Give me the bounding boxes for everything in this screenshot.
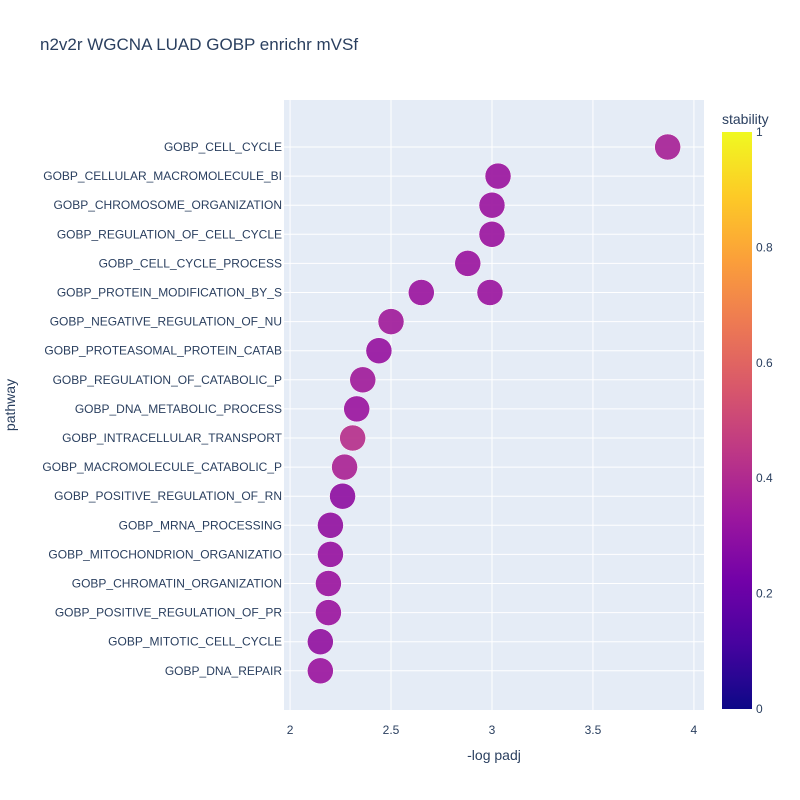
colorbar-tick-label: 0.2 [756,587,773,601]
y-axis-ticks: GOBP_CELL_CYCLE GOBP_CELLULAR_MACROMOLECU… [42,140,282,678]
y-tick-label: GOBP_CELL_CYCLE [164,140,282,154]
x-tick-label: 3 [489,723,496,737]
data-point [307,628,334,655]
colorbar-tick-label: 0.6 [756,356,773,370]
data-point [339,424,366,452]
x-axis-ticks: 2 2.5 3 3.5 4 [287,723,698,737]
y-tick-label: GOBP_CELL_CYCLE_PROCESS [99,256,282,270]
data-point [484,162,512,190]
y-tick-label: GOBP_CHROMATIN_ORGANIZATION [72,577,282,591]
data-point [317,512,344,539]
data-point [476,279,504,306]
y-tick-label: GOBP_DNA_REPAIR [165,664,282,678]
y-tick-label: GOBP_MACROMOLECULE_CATABOLIC_P [42,460,282,474]
data-point [478,191,506,219]
colorbar-tick-label: 1 [756,125,763,139]
data-point [315,570,342,597]
chart-title: n2v2r WGCNA LUAD GOBP enrichr mVSf [40,35,358,54]
y-tick-label: GOBP_POSITIVE_REGULATION_OF_PR [55,606,283,620]
data-point [454,250,481,277]
data-point [317,541,344,568]
data-point [307,657,334,685]
data-points [307,133,681,685]
y-tick-label: GOBP_REGULATION_OF_CELL_CYCLE [57,227,282,241]
data-point [365,337,393,364]
x-tick-label: 4 [691,723,698,737]
data-point [343,395,370,423]
y-tick-label: GOBP_INTRACELLULAR_TRANSPORT [62,431,283,445]
data-point [377,308,405,335]
y-tick-label: GOBP_NEGATIVE_REGULATION_OF_NU [50,315,282,329]
data-point [329,482,356,510]
y-tick-label: GOBP_PROTEASOMAL_PROTEIN_CATAB [44,344,282,358]
data-point [349,366,376,394]
x-tick-label: 3.5 [585,723,602,737]
y-tick-label: GOBP_DNA_METABOLIC_PROCESS [75,402,282,416]
y-tick-label: GOBP_CHROMOSOME_ORGANIZATION [54,198,282,212]
data-point [478,221,506,248]
colorbar-tick-label: 0.8 [756,240,773,254]
colorbar-tick-label: 0 [756,702,763,716]
y-axis-title: pathway [2,379,18,431]
data-point [654,133,681,161]
data-point [315,599,342,626]
y-tick-label: GOBP_MITOCHONDRION_ORGANIZATIO [48,547,282,561]
y-tick-label: GOBP_MRNA_PROCESSING [119,518,282,532]
x-axis-title: -log padj [467,747,521,763]
data-point [408,279,435,306]
y-tick-label: GOBP_POSITIVE_REGULATION_OF_RN [54,489,282,503]
colorbar-title: stability [722,111,769,127]
y-tick-label: GOBP_PROTEIN_MODIFICATION_BY_S [57,286,282,300]
y-tick-label: GOBP_MITOTIC_CELL_CYCLE [108,635,282,649]
colorbar [722,132,752,709]
y-tick-label: GOBP_CELLULAR_MACROMOLECULE_BI [43,169,282,183]
x-tick-label: 2 [287,723,294,737]
x-tick-label: 2.5 [383,723,400,737]
y-tick-label: GOBP_REGULATION_OF_CATABOLIC_P [53,373,282,387]
colorbar-tick-label: 0.4 [756,471,773,485]
colorbar-ticks: 0 0.2 0.4 0.6 0.8 1 [756,125,773,716]
data-point [331,453,358,481]
